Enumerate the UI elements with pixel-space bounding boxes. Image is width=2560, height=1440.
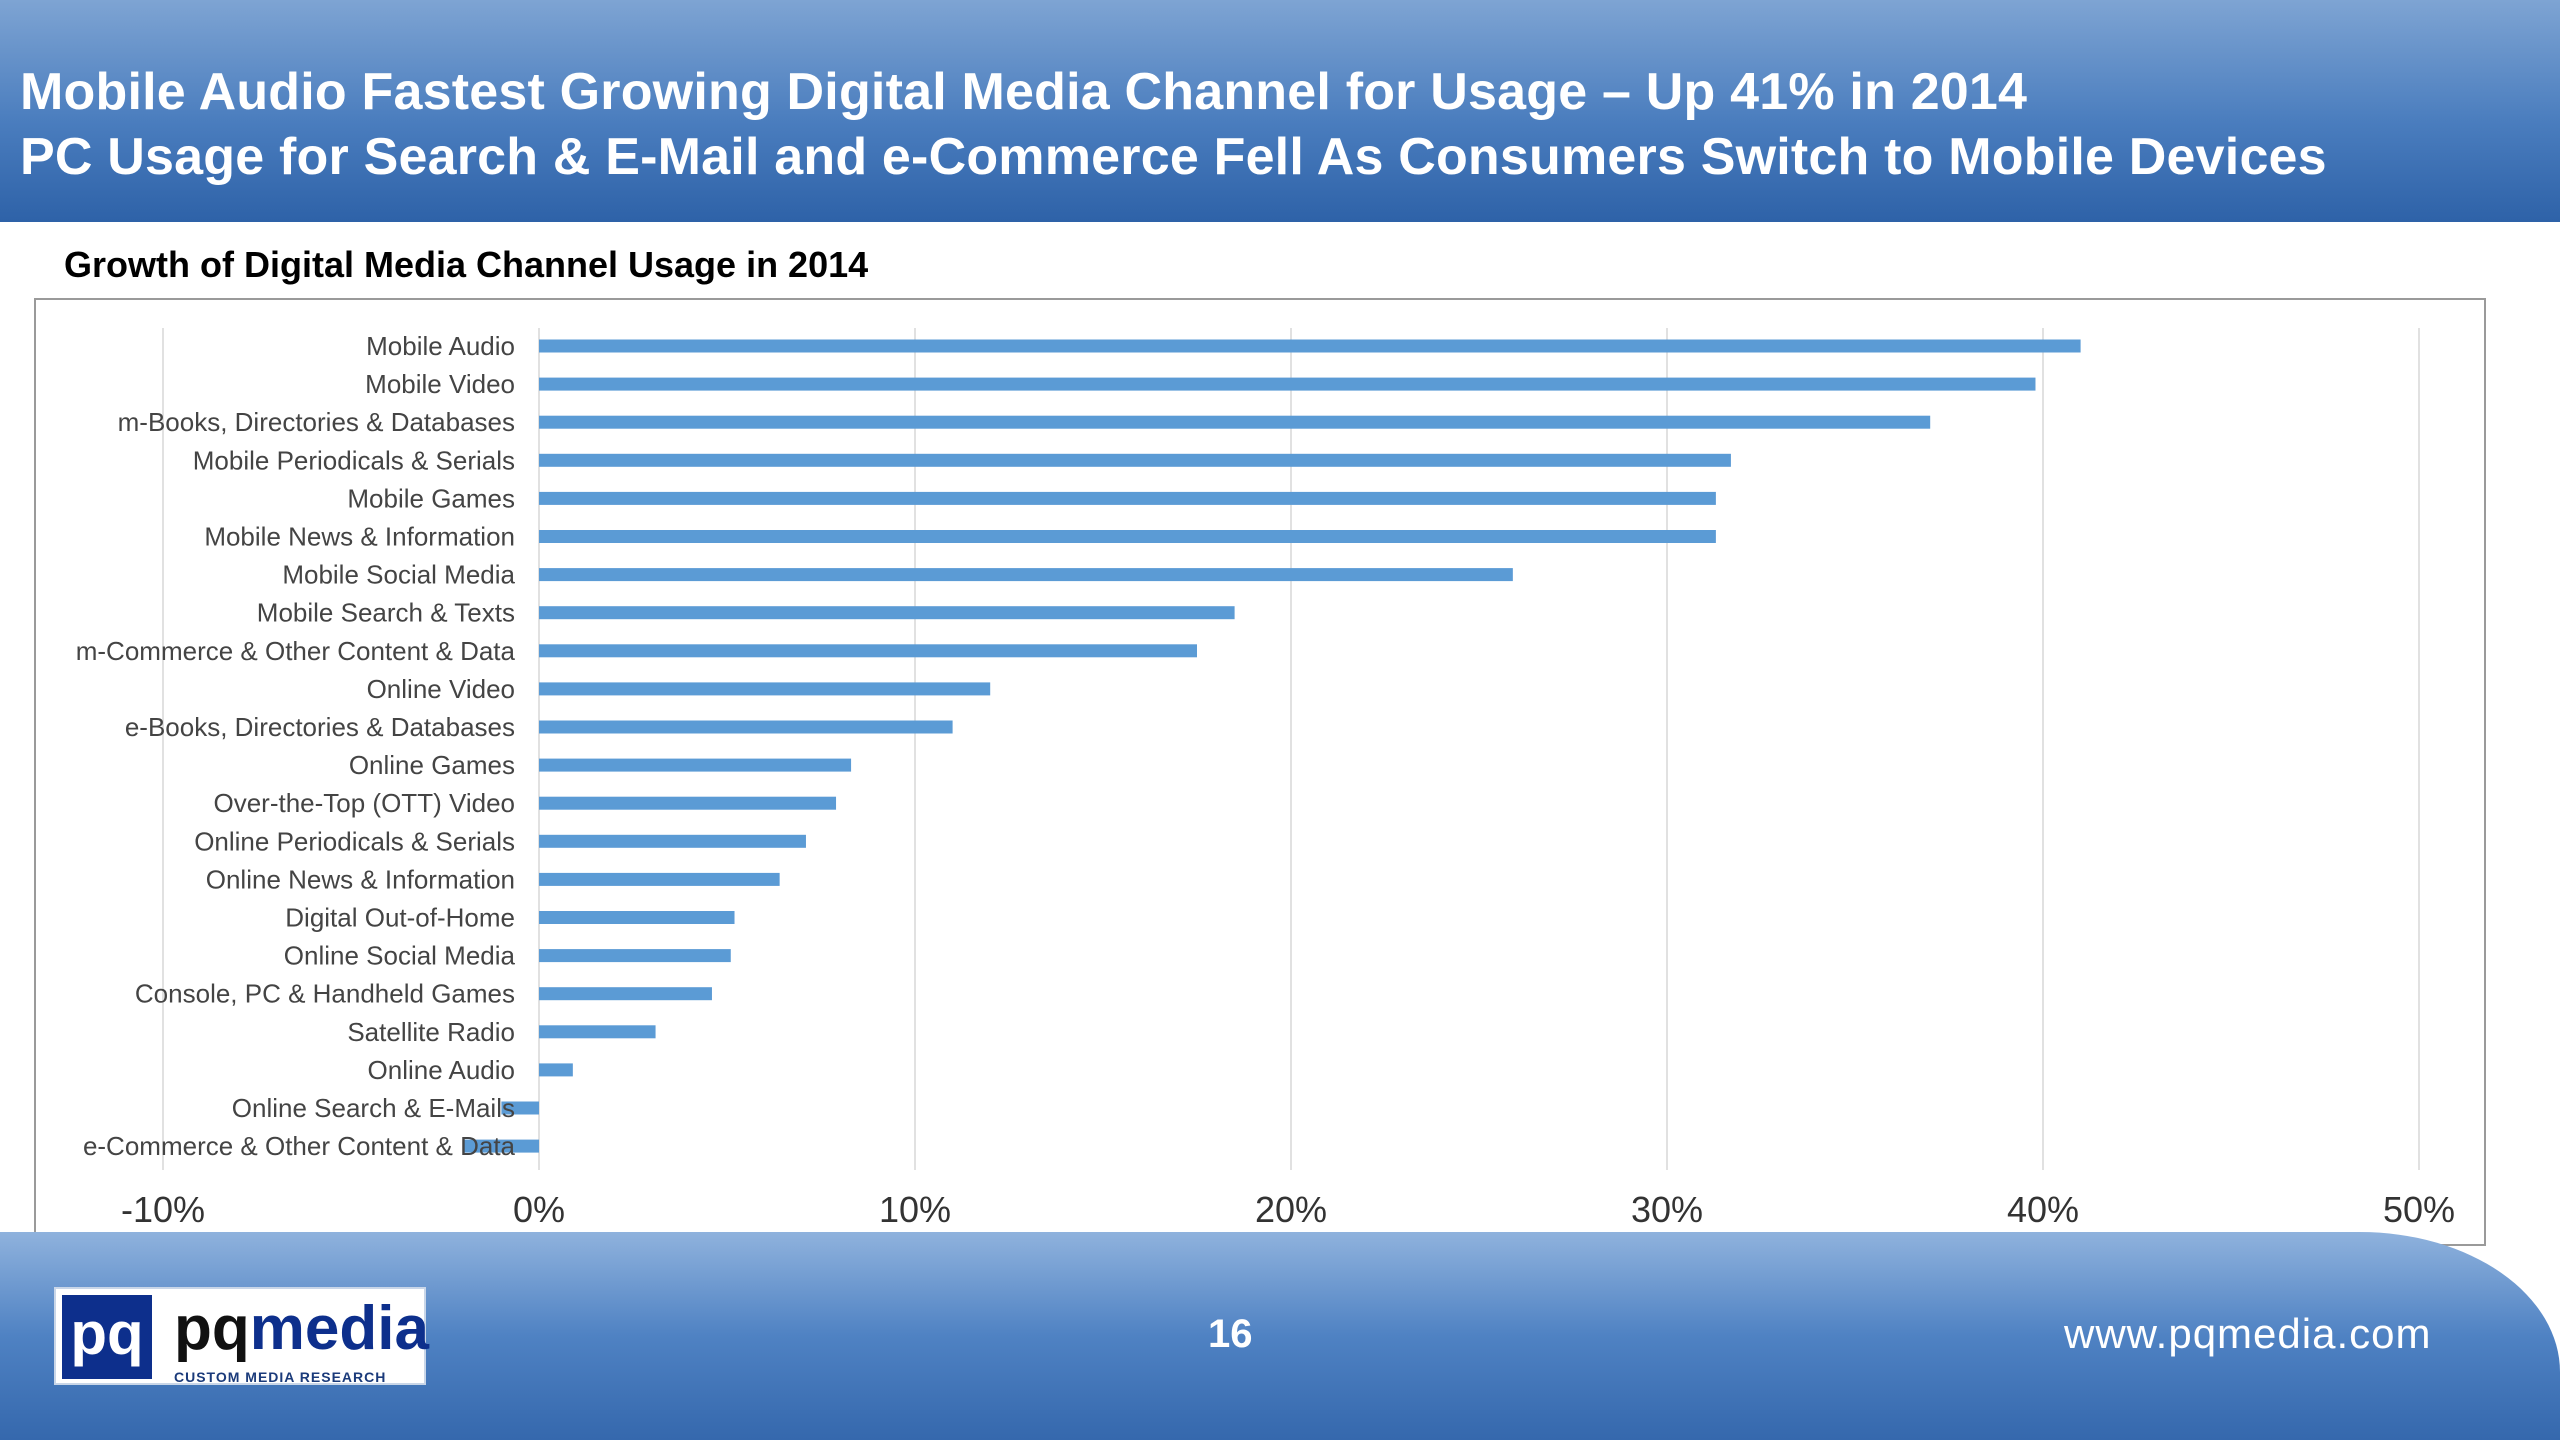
category-label: Mobile Social Media: [282, 560, 515, 590]
bar: [539, 911, 735, 924]
bar: [539, 606, 1235, 620]
category-label: Online News & Information: [206, 864, 515, 894]
category-label: Mobile Periodicals & Serials: [193, 445, 515, 475]
category-label: Online Social Media: [284, 941, 516, 971]
bar: [539, 682, 991, 696]
logo-wordmark: pqmedia: [174, 1293, 429, 1364]
x-tick-label: 40%: [2007, 1189, 2079, 1230]
logo-mark: pq: [62, 1295, 152, 1379]
bar: [463, 1139, 539, 1153]
category-label: Over-the-Top (OTT) Video: [213, 788, 515, 818]
category-label: Mobile Games: [347, 483, 515, 513]
bar: [539, 377, 2036, 391]
bar: [539, 339, 2081, 353]
category-label: Mobile News & Information: [204, 522, 515, 552]
page-number: 16: [1208, 1312, 1253, 1356]
category-label: e-Commerce & Other Content & Data: [83, 1131, 516, 1161]
headline-line-2: PC Usage for Search & E-Mail and e-Comme…: [20, 128, 2327, 186]
bar: [539, 720, 953, 734]
bar: [539, 949, 731, 963]
category-label: Online Games: [349, 750, 515, 780]
x-tick-label: 10%: [879, 1189, 951, 1230]
bar: [539, 1063, 573, 1077]
bar: [539, 644, 1197, 658]
category-label: Online Search & E-Mails: [232, 1093, 515, 1123]
bar: [539, 491, 1716, 505]
pqmedia-logo[interactable]: pq pqmedia CUSTOM MEDIA RESEARCH: [54, 1287, 429, 1385]
logo-wordmark-media: media: [249, 1294, 429, 1363]
bar: [539, 758, 852, 772]
logo-wordmark-pq: pq: [174, 1294, 250, 1363]
bar: [539, 453, 1731, 467]
bar: [539, 1025, 656, 1039]
category-label: m-Books, Directories & Databases: [118, 407, 515, 437]
bar: [539, 834, 806, 848]
x-tick-label: 0%: [513, 1189, 565, 1230]
bar: [539, 872, 780, 886]
category-label: Mobile Search & Texts: [257, 598, 515, 628]
category-label: Console, PC & Handheld Games: [135, 979, 515, 1009]
category-label: Mobile Audio: [366, 331, 515, 361]
chart-title: Growth of Digital Media Channel Usage in…: [64, 244, 869, 285]
category-label: Digital Out-of-Home: [285, 903, 515, 933]
bar: [539, 987, 712, 1001]
logo-tagline: CUSTOM MEDIA RESEARCH: [174, 1369, 387, 1385]
category-label: Mobile Video: [365, 369, 515, 399]
headline-line-1: Mobile Audio Fastest Growing Digital Med…: [20, 63, 2028, 121]
bar: [539, 568, 1513, 582]
category-label: Online Periodicals & Serials: [194, 826, 515, 856]
x-tick-label: 30%: [1631, 1189, 1703, 1230]
bar: [539, 415, 1931, 429]
category-label: Satellite Radio: [347, 1017, 515, 1047]
category-label: m-Commerce & Other Content & Data: [76, 636, 516, 666]
title-banner: Mobile Audio Fastest Growing Digital Med…: [0, 0, 2560, 222]
category-label: e-Books, Directories & Databases: [125, 712, 515, 742]
x-tick-label: 50%: [2383, 1189, 2455, 1230]
x-tick-label: 20%: [1255, 1189, 1327, 1230]
bar: [539, 530, 1716, 543]
footer-band: [0, 1232, 2560, 1440]
website-link[interactable]: www.pqmedia.com: [2064, 1310, 2432, 1357]
category-label: Online Audio: [368, 1055, 515, 1085]
x-tick-label: -10%: [121, 1189, 205, 1230]
category-label: Online Video: [367, 674, 515, 704]
bar: [501, 1101, 539, 1115]
bar: [539, 796, 837, 810]
